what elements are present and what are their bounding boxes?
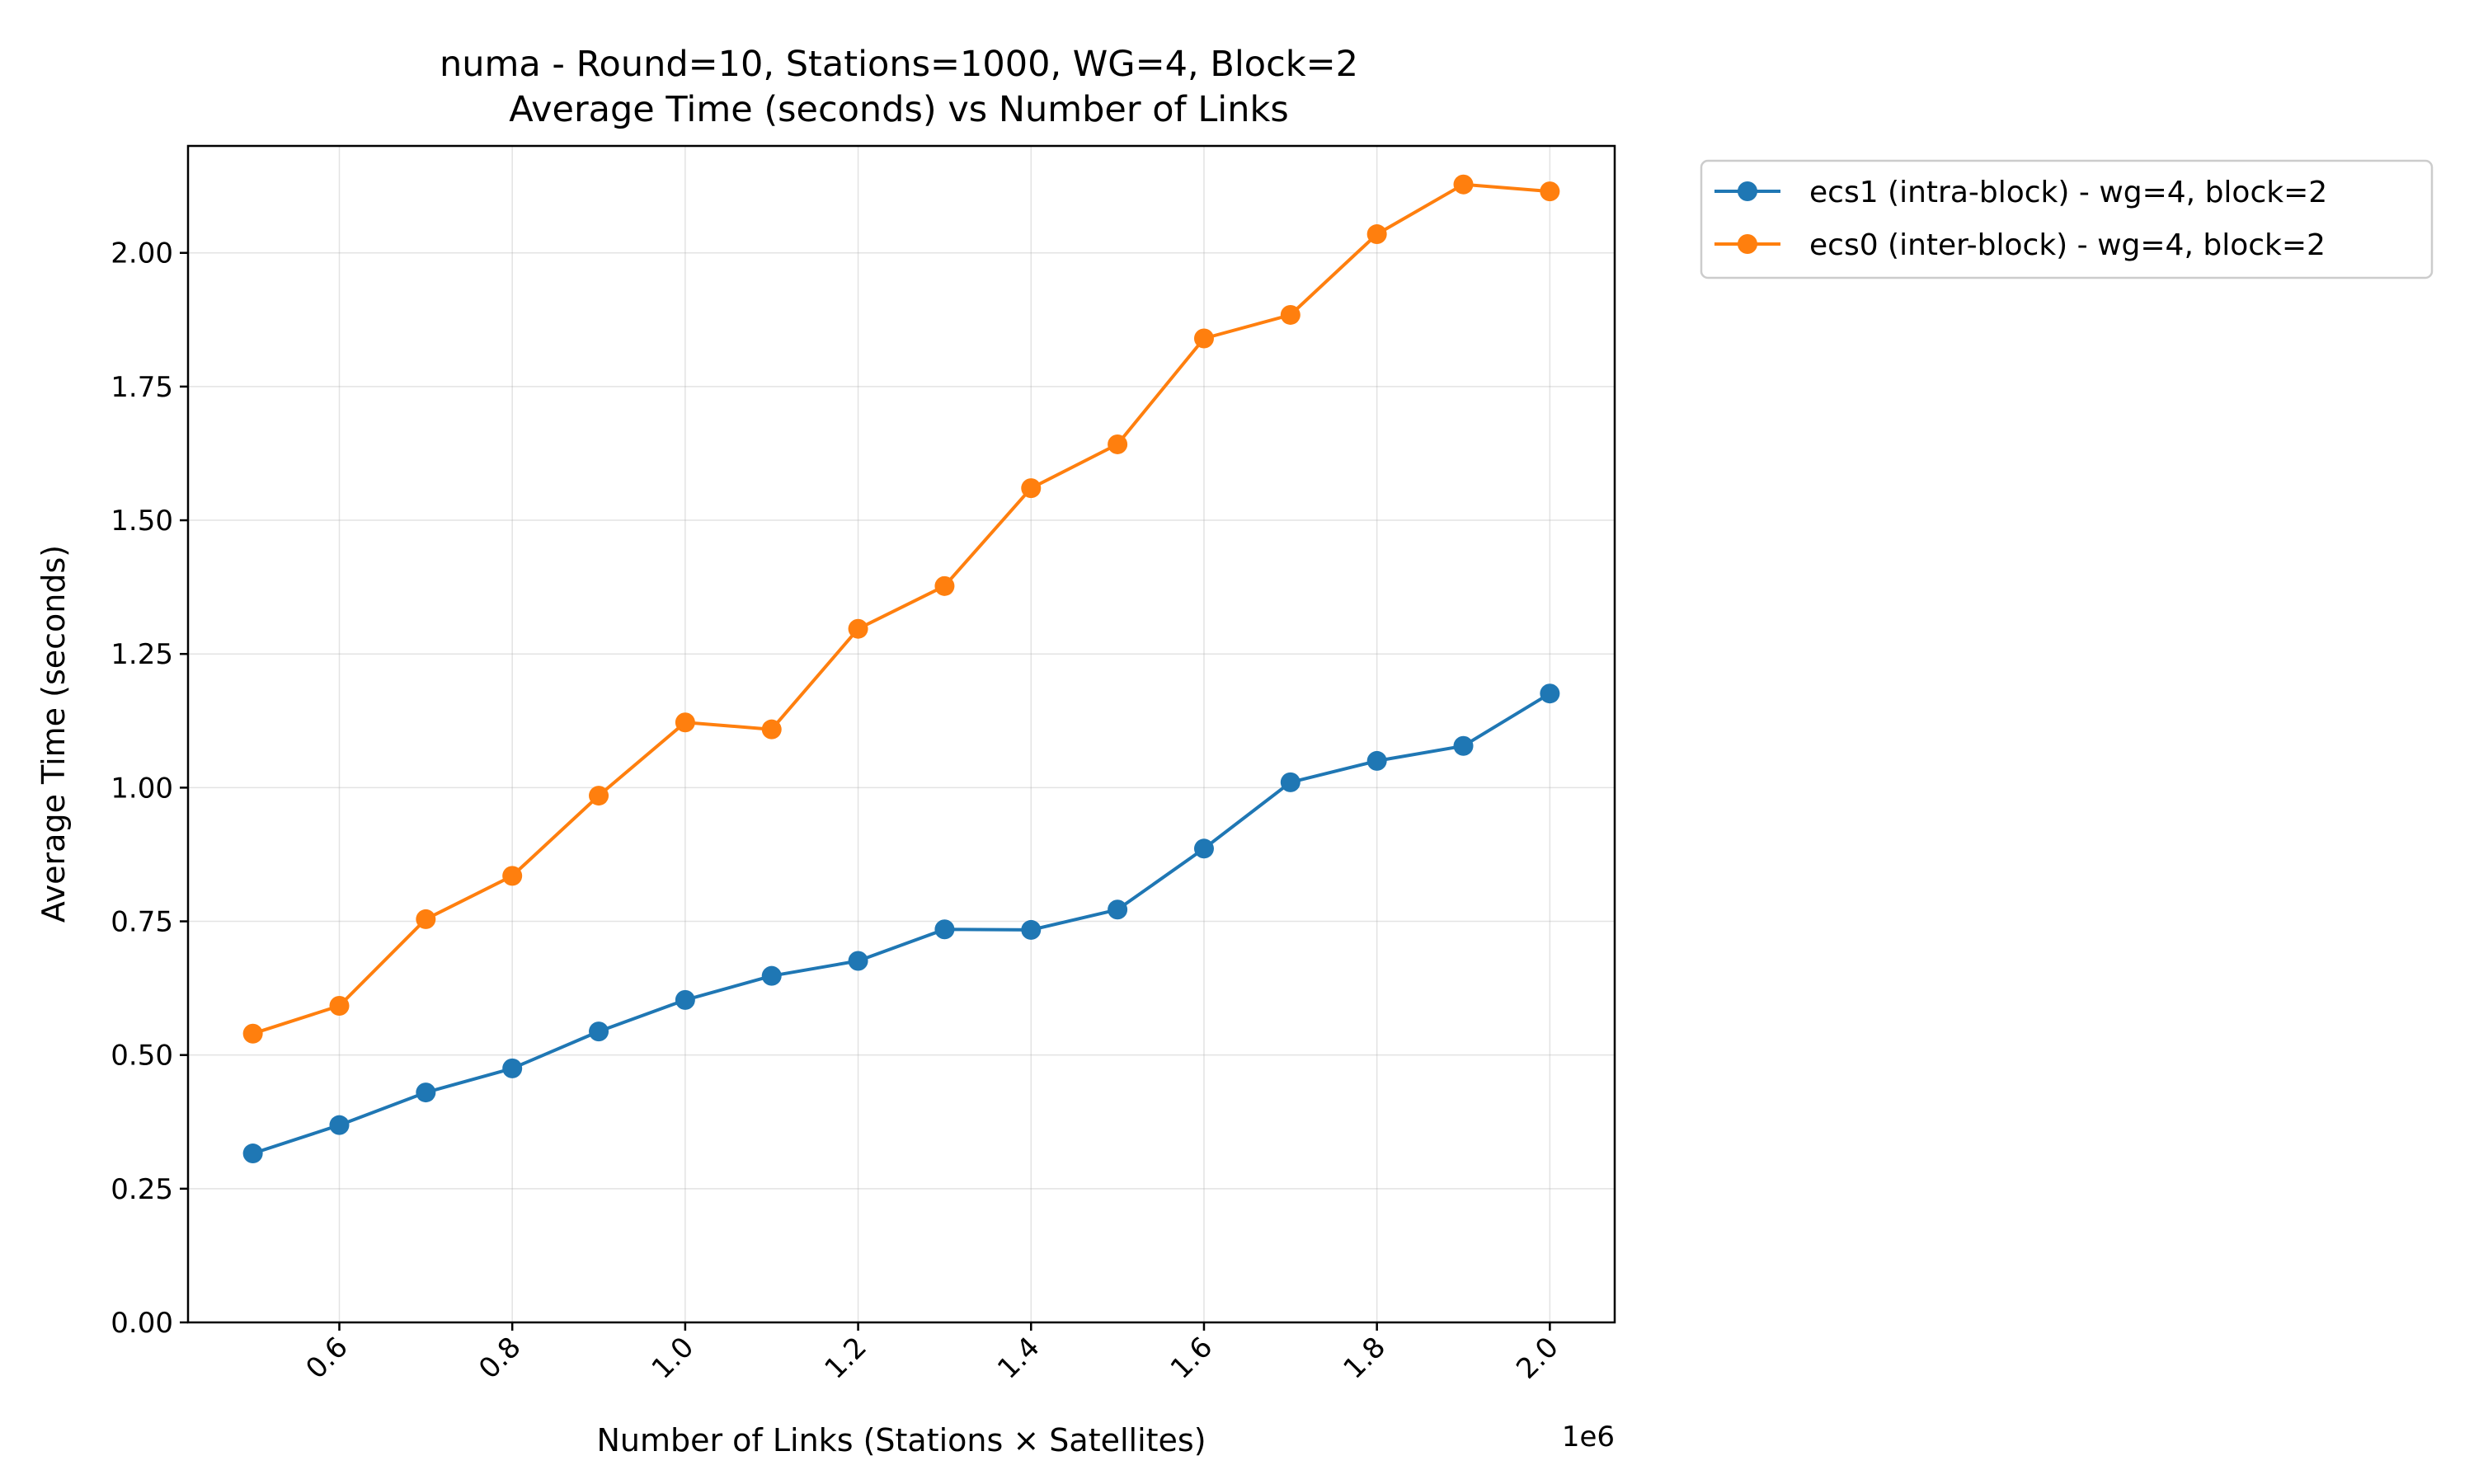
data-point (329, 996, 350, 1017)
data-point (1108, 899, 1128, 920)
legend-entry: ecs1 (intra-block) - wg=4, block=2 (1714, 176, 2327, 209)
data-point (675, 989, 695, 1010)
data-point (502, 866, 523, 886)
data-point (1108, 434, 1128, 454)
data-point (675, 712, 695, 733)
y-tick-label: 1.75 (111, 371, 173, 404)
y-axis-label: Average Time (seconds) (35, 545, 72, 923)
data-point (1453, 735, 1474, 756)
plot-area-frame (186, 144, 1616, 1324)
legend-marker (1738, 234, 1757, 254)
y-tick-label: 1.50 (111, 505, 173, 538)
data-point (502, 1058, 523, 1078)
legend: ecs1 (intra-block) - wg=4, block=2 ecs0 (… (1700, 159, 2434, 279)
data-point (1280, 304, 1300, 325)
data-point (242, 1144, 263, 1164)
y-tick-label: 0.00 (111, 1307, 173, 1340)
x-axis-label: Number of Links (Stations × Satellites) (596, 1422, 1206, 1458)
data-point (761, 965, 782, 986)
data-point (242, 1023, 263, 1044)
y-axis: 0.00 0.25 0.50 0.75 1.00 1.25 1.50 1.75 2.00 (111, 237, 188, 1340)
series-line (252, 182, 1550, 1036)
data-point (1540, 181, 1560, 202)
chart-title: numa - Round=10, Stations=1000, WG=4, Bl… (440, 44, 1358, 85)
data-point (589, 786, 609, 806)
legend-label: ecs1 (intra-block) - wg=4, block=2 (1809, 176, 2327, 209)
data-point (1021, 919, 1042, 940)
data-point (416, 909, 436, 929)
y-tick-label: 0.75 (111, 906, 173, 939)
data-point (1280, 772, 1300, 792)
data-point (1453, 174, 1474, 195)
legend-marker (1738, 181, 1757, 201)
data-point (589, 1021, 609, 1042)
series-layer (242, 174, 1560, 1164)
data-point (934, 919, 955, 940)
x-axis-offset-label: 1e6 (1562, 1421, 1615, 1453)
data-point (1021, 478, 1042, 499)
legend-entry: ecs0 (inter-block) - wg=4, block=2 (1714, 228, 2326, 262)
data-point (934, 575, 955, 596)
series-1 (242, 683, 1560, 1164)
data-point (329, 1115, 350, 1135)
series-line (252, 692, 1551, 1155)
data-point (1193, 328, 1214, 349)
y-tick-label: 1.00 (111, 772, 173, 805)
legend-frame (1700, 159, 2434, 279)
data-point (1193, 838, 1214, 859)
data-point (761, 719, 782, 740)
y-tick-label: 1.25 (111, 638, 173, 671)
data-point (1540, 683, 1560, 704)
data-point (1366, 750, 1387, 771)
y-tick-label: 0.50 (111, 1040, 173, 1073)
data-point (416, 1082, 436, 1103)
data-point (848, 618, 868, 639)
data-point (1366, 224, 1387, 245)
series-2 (242, 174, 1560, 1044)
y-tick-label: 2.00 (111, 237, 173, 270)
data-point (848, 951, 868, 971)
y-tick-label: 0.25 (111, 1173, 173, 1206)
legend-label: ecs0 (inter-block) - wg=4, block=2 (1809, 228, 2326, 262)
chart-subtitle: Average Time (seconds) vs Number of Link… (509, 89, 1289, 130)
